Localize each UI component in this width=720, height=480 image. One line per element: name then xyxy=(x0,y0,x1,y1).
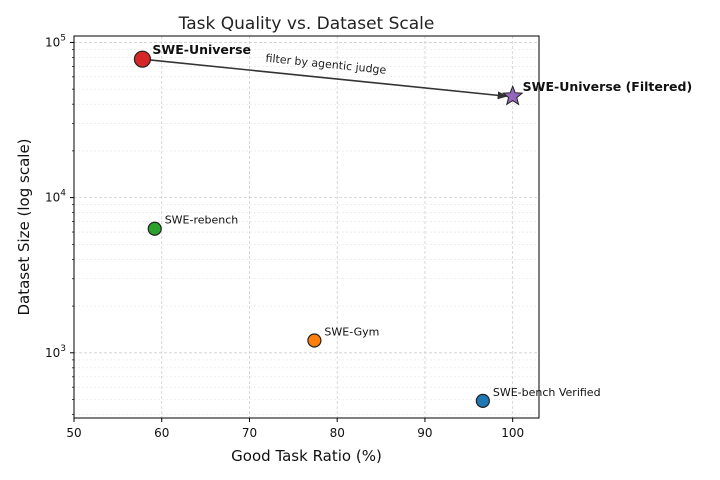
x-tick-label: 90 xyxy=(417,426,432,440)
filter-arrow xyxy=(142,58,508,100)
x-axis-label: Good Task Ratio (%) xyxy=(231,447,382,465)
grid xyxy=(73,36,539,418)
point-swe-universe xyxy=(133,50,152,68)
x-tick-label: 70 xyxy=(242,426,257,440)
point-label-swe-universe: SWE-Universe xyxy=(152,42,251,57)
y-tick-label: 105 xyxy=(45,33,66,49)
point-label-swe-universe-filtered: SWE-Universe (Filtered) xyxy=(523,79,693,94)
point-swe-rebench xyxy=(147,221,162,236)
point-swe-universe-filtered xyxy=(501,84,524,106)
annotation-layer: filter by agentic judge xyxy=(142,52,508,100)
data-points: SWE-Universe SWE-rebench SWE-Gym SWE-bench … xyxy=(133,42,693,408)
point-label-swe-gym: SWE-Gym xyxy=(324,326,379,339)
x-tick-label: 100 xyxy=(501,426,524,440)
point-swe-gym xyxy=(307,333,322,348)
plot-frame xyxy=(73,35,540,419)
y-axis-label: Dataset Size (log scale) xyxy=(15,138,33,315)
x-tick-label: 50 xyxy=(66,426,81,440)
point-label-swe-bench-verified: SWE-bench Verified xyxy=(493,386,601,399)
x-tick-label: 80 xyxy=(330,426,345,440)
y-tick-label: 104 xyxy=(45,189,66,205)
y-tick-label: 103 xyxy=(45,344,66,360)
point-swe-bench-verified xyxy=(475,393,490,408)
chart-title: Task Quality vs. Dataset Scale xyxy=(178,14,435,34)
axes: 50 60 70 80 90 100 103 104 105 xyxy=(45,33,540,440)
x-tick-label: 60 xyxy=(154,426,169,440)
point-label-swe-rebench: SWE-rebench xyxy=(165,214,239,227)
